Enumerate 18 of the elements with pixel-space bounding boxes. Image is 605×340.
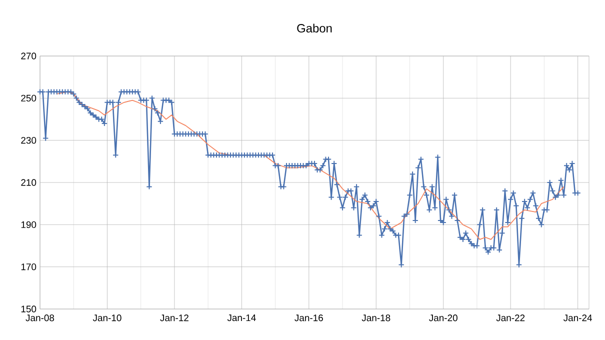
y-tick-label: 230 bbox=[21, 136, 36, 144]
x-tick-label: Jan-20 bbox=[429, 314, 458, 322]
y-tick-label: 150 bbox=[21, 306, 36, 312]
y-tick-label: 270 bbox=[21, 52, 36, 60]
line-series bbox=[56, 91, 564, 240]
x-tick-label: Jan-08 bbox=[26, 314, 54, 322]
chart-title: Gabon bbox=[297, 24, 332, 32]
y-tick-label: 210 bbox=[21, 179, 36, 186]
x-tick-label: Jan-16 bbox=[294, 314, 323, 322]
x-tick-label: Jan-12 bbox=[160, 314, 188, 322]
x-tick-label: Jan-10 bbox=[92, 314, 122, 322]
x-tick-label: Jan-22 bbox=[496, 314, 525, 322]
y-tick-label: 190 bbox=[21, 221, 36, 228]
y-tick-label: 170 bbox=[21, 263, 36, 270]
x-tick-label: Jan-18 bbox=[362, 314, 390, 322]
y-tick-label: 250 bbox=[21, 94, 36, 102]
x-tick-label: Jan-24 bbox=[563, 314, 592, 322]
x-tick-label: Jan-14 bbox=[227, 314, 256, 322]
